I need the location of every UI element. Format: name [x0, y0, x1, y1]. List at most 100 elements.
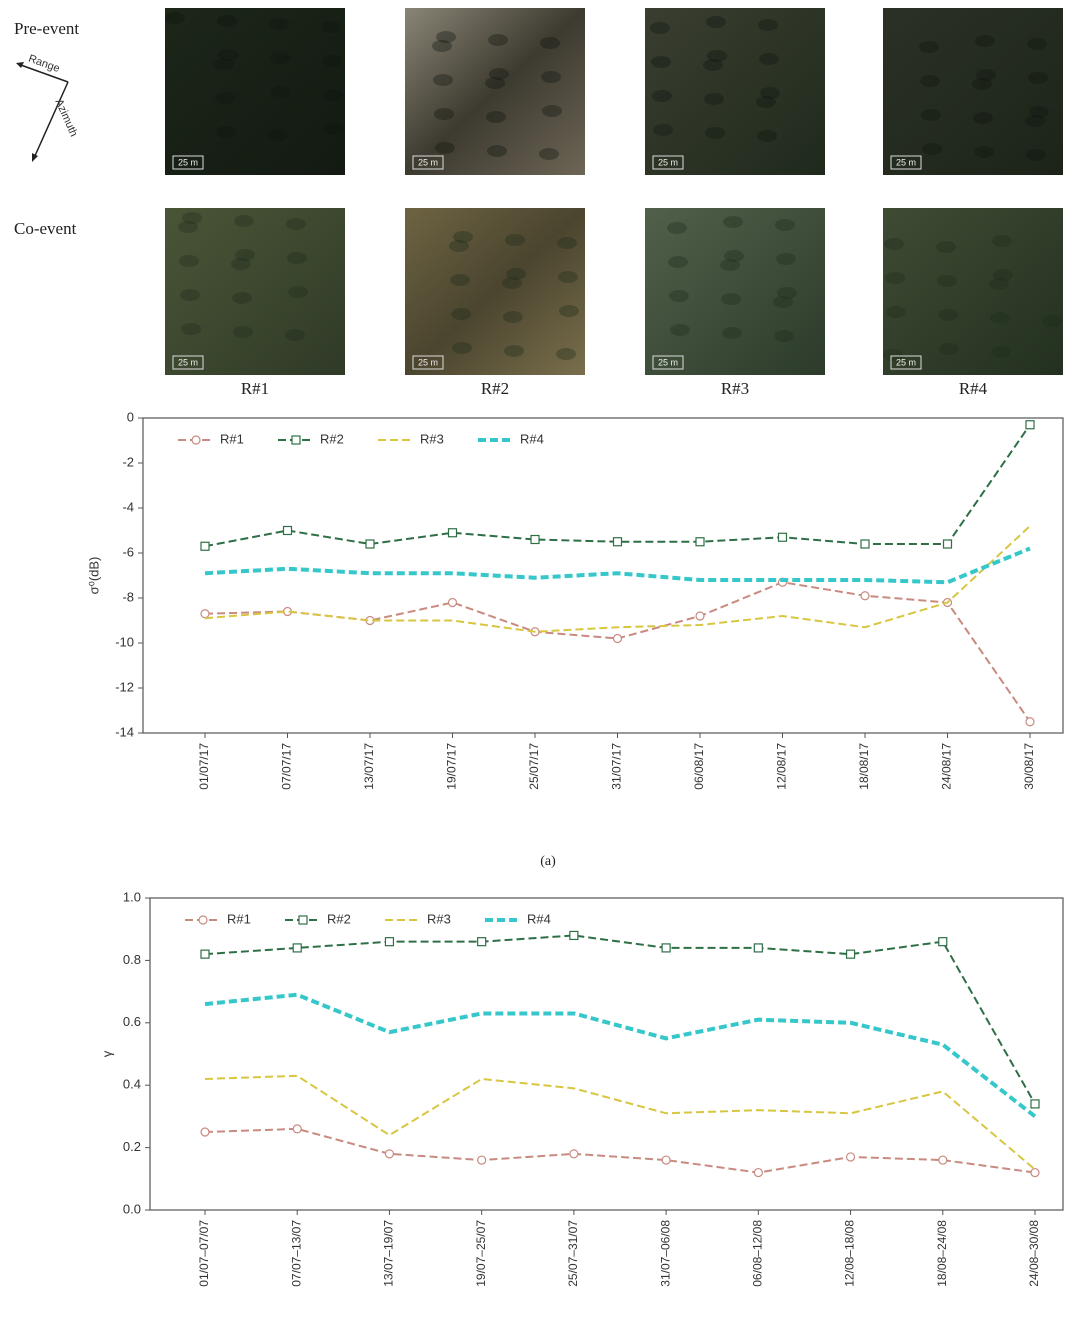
x-tick-label: 06/08/17	[692, 743, 706, 790]
marker	[1031, 1100, 1039, 1108]
texture	[651, 56, 671, 68]
texture	[989, 278, 1009, 290]
marker	[1026, 718, 1034, 726]
x-tick-label: 25/07/17	[527, 743, 541, 790]
marker	[284, 527, 292, 535]
texture	[972, 78, 992, 90]
texture	[975, 35, 995, 47]
scale-bar-label: 25 m	[418, 357, 438, 367]
y-tick-label: 0.0	[123, 1201, 141, 1216]
scale-bar-label: 25 m	[418, 157, 438, 167]
series-line	[205, 935, 1035, 1103]
marker	[614, 538, 622, 546]
texture	[773, 296, 793, 308]
row-label: Pre-event	[14, 19, 79, 38]
texture	[270, 52, 290, 64]
texture	[324, 123, 344, 135]
marker	[614, 635, 622, 643]
texture	[756, 96, 776, 108]
texture	[757, 130, 777, 142]
y-tick-label: 0	[127, 409, 134, 424]
satellite-image	[405, 208, 585, 375]
legend-label: R#2	[327, 911, 351, 926]
column-label: R#3	[721, 379, 749, 398]
x-tick-label: 25/07–31/07	[566, 1220, 580, 1287]
texture	[488, 34, 508, 46]
texture	[705, 127, 725, 139]
caption: (a)	[540, 854, 556, 869]
scale-bar-label: 25 m	[178, 157, 198, 167]
y-tick-label: -4	[122, 499, 134, 514]
y-tick-label: 0.2	[123, 1139, 141, 1154]
texture	[432, 40, 452, 52]
scale-bar-label: 25 m	[658, 157, 678, 167]
texture	[286, 218, 306, 230]
legend-label: R#2	[320, 431, 344, 446]
texture	[287, 252, 307, 264]
marker	[847, 1153, 855, 1161]
marker	[779, 533, 787, 541]
x-tick-label: 12/08/17	[775, 743, 789, 790]
series-line	[205, 582, 1030, 722]
texture	[165, 12, 185, 24]
series-line	[205, 1076, 1035, 1170]
marker	[385, 1150, 393, 1158]
marker	[696, 538, 704, 546]
texture	[435, 142, 455, 154]
y-tick-label: 0.4	[123, 1077, 141, 1092]
x-tick-label: 30/08/17	[1022, 743, 1036, 790]
texture	[433, 74, 453, 86]
texture	[215, 92, 235, 104]
row-label: Co-event	[14, 219, 77, 238]
texture	[181, 323, 201, 335]
marker	[861, 540, 869, 548]
y-tick-label: -6	[122, 544, 134, 559]
texture	[1027, 38, 1047, 50]
y-tick-label: 0.8	[123, 952, 141, 967]
texture	[559, 305, 579, 317]
texture	[973, 112, 993, 124]
marker	[199, 916, 207, 924]
texture	[1028, 72, 1048, 84]
marker	[201, 542, 209, 550]
texture	[434, 108, 454, 120]
texture	[919, 41, 939, 53]
marker	[570, 1150, 578, 1158]
chart: 0.00.20.40.60.81.0γ01/07–07/0707/07–13/0…	[99, 889, 1063, 1286]
texture	[486, 111, 506, 123]
texture	[1025, 115, 1045, 127]
texture	[758, 19, 778, 31]
marker	[662, 1156, 670, 1164]
marker	[299, 916, 307, 924]
texture	[450, 274, 470, 286]
texture	[505, 234, 525, 246]
texture	[269, 18, 289, 30]
texture	[703, 59, 723, 71]
texture	[180, 289, 200, 301]
y-tick-label: 1.0	[123, 889, 141, 904]
texture	[539, 148, 559, 160]
column-label: R#4	[959, 379, 988, 398]
marker	[385, 938, 393, 946]
texture	[884, 238, 904, 250]
texture	[938, 309, 958, 321]
texture	[990, 312, 1010, 324]
legend-label: R#1	[227, 911, 251, 926]
chart: 0-2-4-6-8-10-12-14σ⁰(dB)01/07/1707/07/17…	[86, 409, 1063, 789]
texture	[179, 255, 199, 267]
marker	[944, 540, 952, 548]
series-line	[205, 1129, 1035, 1173]
texture	[322, 55, 342, 67]
scale-bar-label: 25 m	[896, 157, 916, 167]
x-tick-label: 13/07–19/07	[382, 1220, 396, 1287]
texture	[706, 16, 726, 28]
marker	[201, 950, 209, 958]
x-tick-label: 12/08–18/08	[843, 1220, 857, 1287]
column-label: R#1	[241, 379, 269, 398]
legend-label: R#4	[520, 431, 544, 446]
x-tick-label: 13/07/17	[362, 743, 376, 790]
scale-bar-label: 25 m	[896, 357, 916, 367]
texture	[991, 346, 1011, 358]
satellite-image	[883, 208, 1063, 375]
